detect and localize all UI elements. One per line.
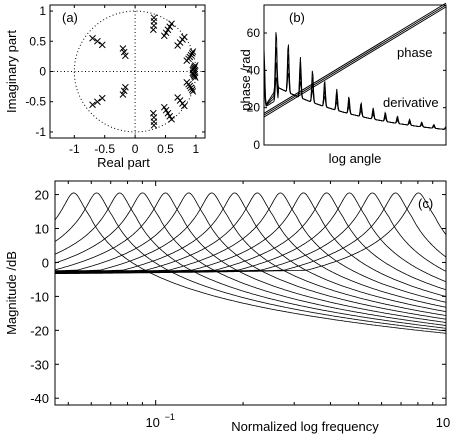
derivative-line — [263, 73, 447, 130]
x-tick-label: -1 — [69, 142, 80, 156]
x-tick-label: 10 — [436, 415, 450, 430]
y-tick-label: -30 — [30, 357, 49, 372]
pole-marker — [122, 52, 129, 60]
pole-marker — [119, 45, 127, 52]
pole-marker — [149, 26, 157, 34]
y-tick-label: 20 — [35, 188, 49, 203]
y-tick-label: 0.5 — [29, 34, 46, 48]
pole-zero-panel: -1 -0.5 0 0.5 1 -1 -0.5 0 0.5 1 (a) Real part Ima… — [4, 4, 206, 170]
pole-marker — [119, 91, 127, 98]
pole-marker — [149, 109, 157, 117]
pole-marker — [174, 42, 182, 49]
pole-marker — [189, 69, 197, 77]
pole-marker — [168, 20, 175, 28]
panel-b-xlabel: log angle — [329, 151, 382, 166]
phase-line — [263, 6, 447, 118]
pole-marker — [168, 115, 175, 123]
y-tick-label: -20 — [30, 323, 49, 338]
y-tick-label: 0 — [42, 255, 49, 270]
resonance-curve — [55, 192, 446, 323]
resonance-curve — [55, 192, 446, 283]
resonance-curve — [55, 192, 446, 312]
resonance-curve — [55, 192, 446, 334]
x-tick-label: 10 — [145, 415, 159, 430]
y-tick-label: 10 — [35, 222, 49, 237]
pole-marker — [166, 23, 174, 31]
pole-marker — [98, 94, 106, 102]
panel-b-frame — [263, 4, 447, 146]
x-tick-exponent: −1 — [165, 412, 175, 422]
resonance-curve — [55, 192, 446, 297]
y-tick-label: -10 — [30, 289, 49, 304]
pole-marker — [122, 83, 129, 91]
y-tick-label: 60 — [247, 26, 261, 40]
panel-c-xlabel: Normalized log frequency — [231, 419, 379, 434]
y-tick-label: 20 — [247, 101, 261, 115]
panel-a-xlabel: Real part — [97, 155, 150, 170]
pole-marker — [174, 94, 182, 101]
panel-c-label: (c) — [418, 196, 433, 211]
pole-marker — [160, 103, 168, 111]
x-tick-label: -0.5 — [94, 142, 115, 156]
pole-marker — [89, 34, 96, 42]
pole-marker — [189, 48, 197, 55]
panel-c-frame — [54, 180, 447, 406]
y-tick-label: -40 — [30, 391, 49, 406]
phase-panel: 0 20 40 60 (b) phase derivative log angle p… — [238, 2, 447, 166]
y-tick-label: -0.5 — [25, 95, 46, 109]
resonance-curve — [55, 192, 446, 308]
phase-line — [263, 4, 447, 116]
panel-a-label: (a) — [62, 10, 78, 25]
phase-lines — [263, 2, 447, 130]
pole-marker — [164, 109, 172, 117]
panel-b-ticks: 0 20 40 60 — [247, 26, 446, 152]
phase-annotation: phase — [397, 45, 432, 60]
resonance-curve — [55, 192, 446, 275]
pole-marker — [94, 37, 101, 45]
panel-b-ylabel: phase /rad — [238, 49, 253, 110]
pole-marker — [162, 29, 170, 37]
y-tick-label: 1 — [39, 4, 46, 18]
pole-marker — [166, 112, 174, 120]
pole-marker — [89, 101, 96, 109]
pole-marker — [94, 98, 101, 106]
pole-marker — [183, 79, 191, 86]
y-tick-label: -1 — [35, 125, 46, 139]
pole-markers — [89, 14, 199, 129]
resonance-curve — [55, 192, 446, 316]
pole-marker — [162, 106, 170, 114]
resonance-curve — [55, 192, 446, 320]
resonance-curve — [55, 192, 446, 326]
resonance-curve — [55, 192, 446, 332]
pole-marker — [160, 32, 168, 40]
resonance-curve — [55, 192, 446, 329]
x-tick-label: 0.5 — [157, 142, 174, 156]
y-tick-label: 0 — [39, 65, 46, 79]
y-tick-label: 0 — [253, 138, 260, 152]
x-tick-label: 1 — [193, 142, 200, 156]
pole-marker — [183, 57, 191, 64]
pole-marker — [120, 87, 128, 95]
resonance-curve — [55, 192, 446, 291]
pole-marker — [189, 88, 197, 95]
x-tick-label: 0 — [132, 142, 139, 156]
magnitude-lines — [55, 192, 446, 334]
panel-c-ylabel: Magnitude /dB — [4, 251, 19, 335]
panel-a-ylabel: Imaginary part — [4, 30, 19, 113]
derivative-annotation: derivative — [383, 95, 439, 110]
panel-a-ticks: -1 -0.5 0 0.5 1 -1 -0.5 0 0.5 1 — [25, 4, 205, 156]
panel-b-label: (b) — [289, 10, 305, 25]
y-tick-label: 40 — [247, 63, 261, 77]
pole-marker — [98, 41, 106, 49]
pole-marker — [120, 48, 128, 56]
pole-marker — [164, 26, 172, 34]
